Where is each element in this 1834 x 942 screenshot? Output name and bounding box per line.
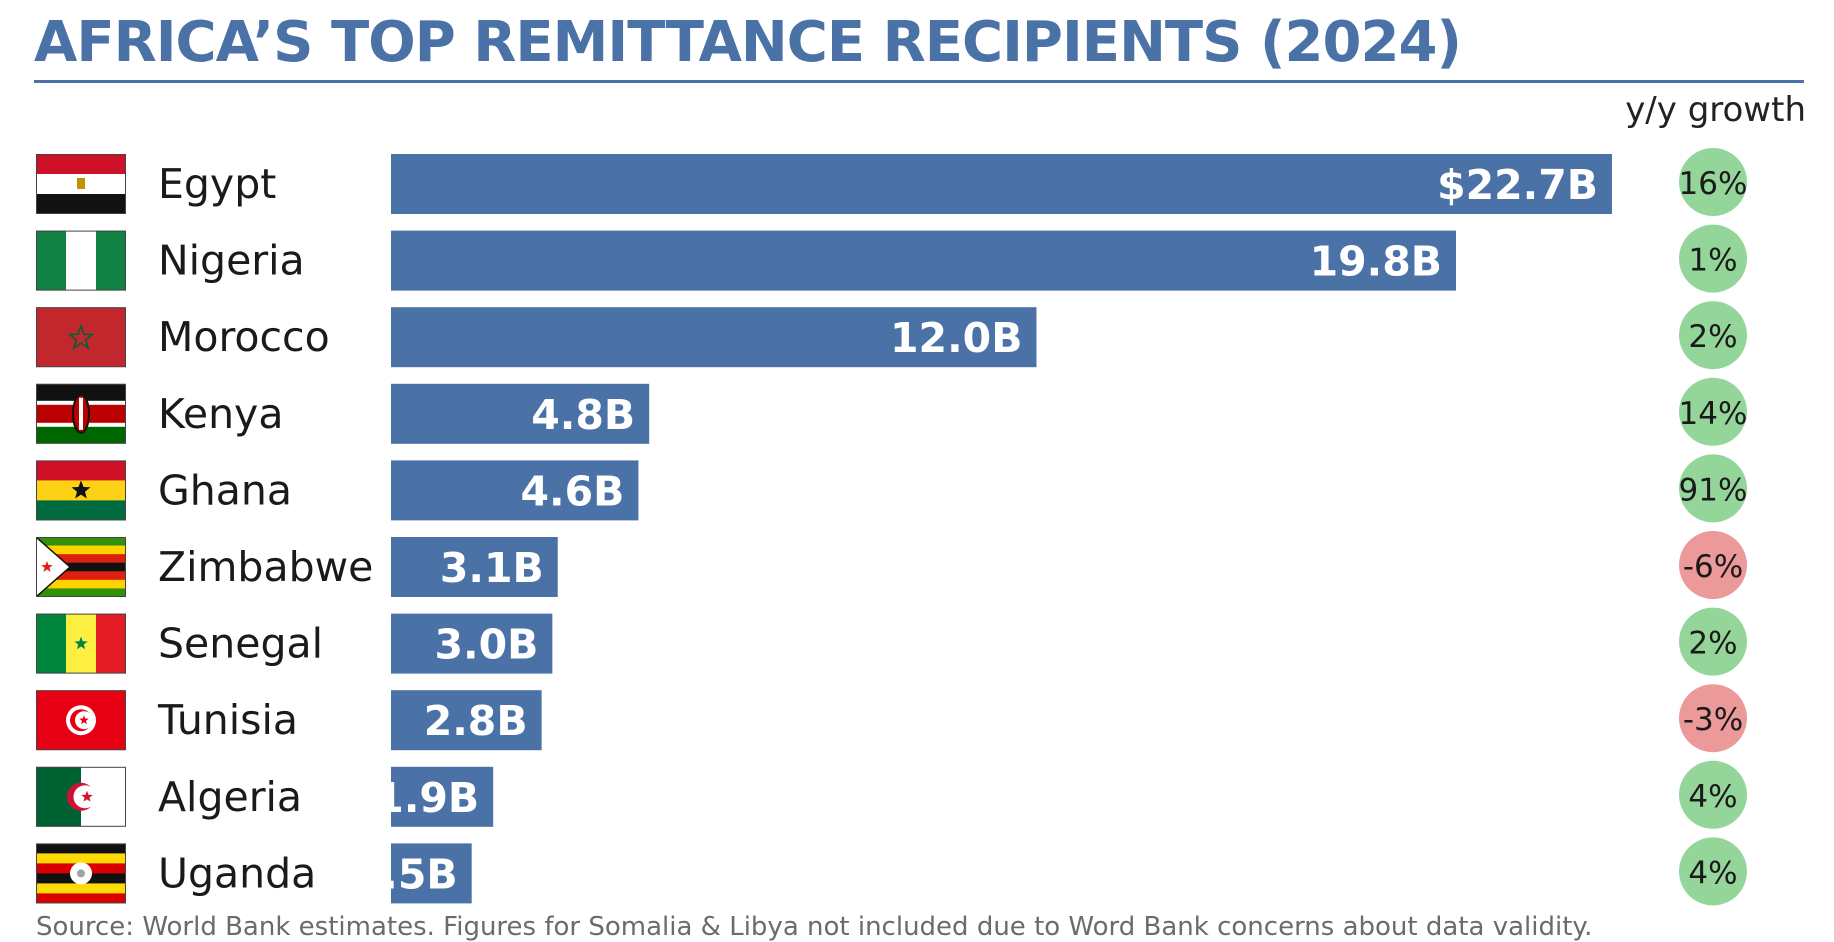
growth-badge — [1679, 607, 1747, 676]
bar — [391, 537, 558, 597]
source-note: Source: World Bank estimates. Figures fo… — [36, 912, 1593, 942]
country-label: Morocco — [158, 313, 330, 361]
morocco-flag — [36, 307, 126, 368]
value-label: 2.8B — [424, 697, 528, 745]
bar — [391, 154, 1612, 214]
value-label: 4.6B — [521, 467, 625, 515]
growth-badge — [1679, 301, 1747, 370]
value-label: 4.8B — [531, 391, 635, 439]
bar — [391, 690, 542, 751]
growth-label: 91% — [1679, 472, 1748, 508]
growth-badge — [1679, 684, 1747, 753]
bar — [391, 383, 650, 444]
country-label: Kenya — [158, 390, 283, 438]
growth-label: 16% — [1679, 166, 1748, 202]
growth-label: 14% — [1679, 396, 1748, 432]
country-label: Algeria — [158, 773, 302, 821]
growth-badge — [1679, 148, 1747, 216]
chart-title: AFRICA’S TOP REMITTANCE RECIPIENTS (2024… — [34, 10, 1462, 75]
growth-label: 4% — [1688, 855, 1737, 891]
country-label: Tunisia — [157, 696, 298, 744]
uganda-flag — [36, 843, 126, 904]
zimbabwe-flag — [36, 537, 126, 597]
country-label: Uganda — [158, 849, 316, 897]
growth-badge — [1679, 454, 1747, 523]
value-label: 3.0B — [434, 621, 538, 669]
bar — [391, 460, 639, 521]
value-label: $22.7B — [1437, 161, 1598, 209]
growth-column-header: y/y growth — [1625, 90, 1806, 130]
growth-label: 2% — [1688, 626, 1737, 662]
value-label: 1.5B — [354, 850, 458, 898]
bar — [391, 613, 553, 674]
growth-label: 4% — [1688, 779, 1737, 815]
senegal-flag — [36, 613, 126, 674]
algeria-flag — [36, 766, 126, 827]
bar — [391, 307, 1037, 368]
country-label: Egypt — [158, 160, 276, 208]
nigeria-flag — [36, 230, 126, 291]
bar — [391, 843, 472, 904]
egypt-flag — [36, 154, 126, 214]
country-label: Zimbabwe — [158, 543, 373, 591]
country-label: Nigeria — [158, 237, 305, 285]
growth-badge — [1679, 224, 1747, 293]
value-label: 12.0B — [890, 314, 1022, 362]
growth-badge — [1679, 760, 1747, 829]
bar — [391, 230, 1457, 291]
value-label: 19.8B — [1310, 238, 1442, 286]
growth-badge — [1679, 377, 1747, 446]
growth-label: -3% — [1683, 702, 1743, 738]
bar — [391, 766, 494, 827]
value-label: 1.9B — [375, 774, 479, 822]
growth-badge — [1679, 531, 1747, 599]
country-label: Ghana — [158, 466, 292, 514]
growth-label: 1% — [1688, 243, 1737, 279]
tunisia-flag — [36, 690, 126, 751]
growth-label: -6% — [1683, 549, 1743, 585]
value-label: 3.1B — [440, 544, 544, 592]
ghana-flag — [36, 460, 126, 521]
growth-label: 2% — [1688, 319, 1737, 355]
country-label: Senegal — [158, 620, 323, 668]
kenya-flag — [36, 383, 126, 444]
title-underline — [34, 80, 1804, 83]
growth-badge — [1679, 837, 1747, 906]
